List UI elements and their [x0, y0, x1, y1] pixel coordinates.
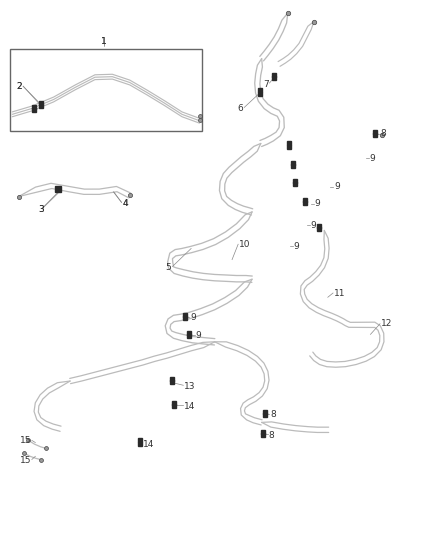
Text: 8: 8 [268, 431, 274, 440]
Text: 9: 9 [195, 331, 201, 340]
Text: 9: 9 [190, 313, 196, 322]
Text: 14: 14 [184, 402, 195, 411]
Text: 3: 3 [39, 205, 44, 214]
Text: 15: 15 [19, 456, 31, 465]
Text: 4: 4 [122, 199, 128, 208]
Text: 4: 4 [122, 199, 128, 208]
Text: 15: 15 [19, 436, 31, 445]
Bar [10, 49, 201, 131]
Text: 1: 1 [101, 37, 106, 46]
Text: 9: 9 [370, 154, 375, 163]
Text: 7: 7 [263, 79, 268, 88]
Text: 8: 8 [270, 410, 276, 419]
Text: 13: 13 [184, 382, 196, 391]
Text: 6: 6 [238, 104, 244, 113]
Text: 10: 10 [239, 240, 251, 249]
Text: 1: 1 [101, 37, 106, 46]
Text: 9: 9 [315, 199, 321, 208]
Text: 9: 9 [294, 242, 300, 251]
Text: 8: 8 [380, 130, 386, 139]
Text: 5: 5 [166, 263, 171, 271]
Text: 14: 14 [143, 440, 155, 449]
Text: 12: 12 [381, 319, 392, 328]
Text: 2: 2 [17, 82, 22, 91]
Text: 11: 11 [334, 288, 346, 297]
Text: 3: 3 [39, 205, 44, 214]
Text: 9: 9 [311, 221, 316, 230]
Text: 2: 2 [17, 82, 22, 91]
Text: 9: 9 [334, 182, 339, 191]
